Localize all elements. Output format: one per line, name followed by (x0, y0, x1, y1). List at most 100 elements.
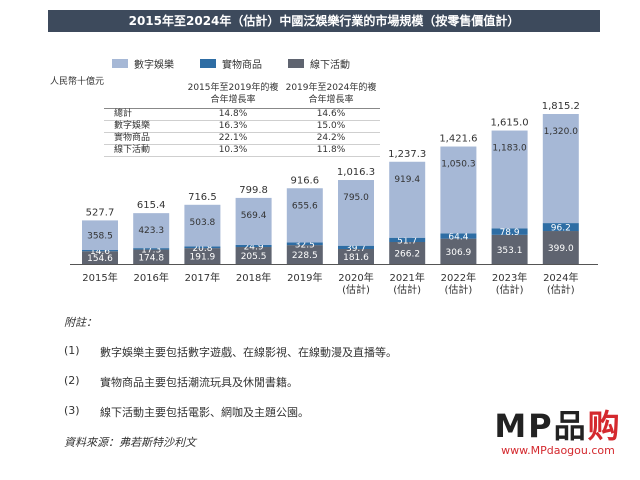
cagr-row: 數字娛樂 16.3% 15.0% (104, 120, 380, 133)
x-tick-label: 2019年 (287, 271, 322, 284)
note-item: (1) 數字娛樂主要包括數字遊戲、在線影視、在線動漫及直播等。 (64, 344, 584, 360)
total-label: 615.4 (137, 200, 166, 211)
watermark-logo: MP品购 (488, 408, 628, 444)
watermark: MP品购 www.MPdaogou.com (488, 408, 628, 457)
data-label: 174.8 (138, 253, 164, 263)
total-label: 799.8 (239, 185, 268, 196)
bar-segment (184, 246, 221, 249)
data-label: 51.7 (397, 236, 417, 246)
bar-segment (133, 248, 170, 250)
notes-heading: 附註： (64, 316, 97, 329)
cagr-header-2019-2024: 2019年至2024年的複合年增長率 (282, 80, 380, 109)
data-label: 181.6 (343, 253, 369, 263)
data-label: 795.0 (343, 193, 369, 203)
data-label: 569.4 (241, 211, 267, 221)
bar-segment (133, 249, 170, 264)
bar-segment (440, 233, 477, 239)
data-label: 655.6 (292, 201, 318, 211)
data-label: 503.8 (190, 218, 216, 228)
legend-swatch (200, 59, 216, 68)
cagr-value: 15.0% (282, 120, 380, 133)
cagr-row-label: 數字娛樂 (104, 120, 184, 133)
bar-segment (82, 250, 118, 252)
total-label: 1,815.2 (542, 101, 580, 112)
legend-label: 實物商品 (222, 60, 262, 71)
cagr-value: 22.1% (184, 132, 282, 145)
legend-item-physical: 實物商品 (200, 56, 262, 71)
note-text: 數字娛樂主要包括數字遊戲、在線影視、在線動漫及直播等。 (100, 346, 397, 359)
bar-segment (338, 248, 374, 264)
data-label: 1,320.0 (544, 127, 579, 137)
bar-segment (542, 223, 579, 232)
legend-item-digital: 數字娛樂 (112, 56, 174, 71)
bar-segment (491, 234, 528, 264)
bar-segment (286, 188, 323, 243)
unit-label: 人民幣十億元 (50, 77, 105, 87)
x-tick-label: (估計) (547, 283, 575, 296)
total-label: 1,615.0 (491, 118, 529, 129)
x-tick-label: 2018年 (236, 271, 271, 284)
x-tick-label: 2020年 (338, 271, 373, 284)
bar-segment (440, 146, 477, 234)
bar-segment (235, 197, 272, 245)
bar-segment (286, 245, 323, 264)
watermark-url: www.MPdaogou.com (501, 444, 615, 457)
x-tick-label: 2023年 (492, 271, 527, 284)
cagr-header-2015-2019: 2015年至2019年的複合年增長率 (184, 80, 282, 109)
cagr-header-empty (104, 80, 184, 109)
total-label: 527.7 (86, 207, 115, 218)
bar-segment (133, 213, 170, 249)
x-tick-label: 2015年 (82, 271, 117, 284)
cagr-value: 10.3% (184, 144, 282, 157)
x-tick-label: 2021年 (389, 271, 424, 284)
bar-segment (389, 237, 426, 243)
watermark-logo-part: 购 (587, 407, 622, 445)
cagr-value: 16.3% (184, 120, 282, 133)
bar-segment (491, 228, 528, 235)
legend-swatch (288, 59, 304, 68)
bar-segment (542, 114, 579, 224)
note-item: (2) 實物商品主要包括潮流玩具及休閒書籍。 (64, 374, 584, 390)
watermark-logo-part: 品 (553, 407, 588, 445)
cagr-value: 11.8% (282, 144, 380, 157)
data-label: 17.3 (141, 245, 161, 255)
x-tick-label: (估計) (342, 283, 370, 296)
data-label: 919.4 (394, 175, 420, 185)
note-number: (1) (64, 344, 80, 357)
stacked-bar-chart: 154.614.6 358.5 527.7 2015年 174.817.3 423.3 61… (70, 101, 598, 296)
data-label: 358.5 (87, 232, 113, 242)
data-label: 32.5 (295, 240, 315, 250)
x-tick-label: 2016年 (133, 271, 168, 284)
bar-segment (491, 130, 528, 229)
notes: 附註： (1) 數字娛樂主要包括數字遊戲、在線影視、在線動漫及直播等。 (2) … (64, 314, 584, 450)
cagr-row-label: 實物商品 (104, 132, 184, 145)
legend-label: 線下活動 (310, 60, 350, 71)
data-label: 191.9 (190, 253, 216, 263)
bar-segment (542, 231, 579, 264)
data-label: 39.7 (346, 244, 366, 254)
bar-segment (184, 204, 221, 247)
total-label: 716.5 (188, 192, 217, 203)
cagr-row-label: 總計 (104, 108, 184, 121)
bar-segment (389, 242, 426, 264)
x-tick-label: 2022年 (441, 271, 476, 284)
cagr-table: 2015年至2019年的複合年增長率 2019年至2024年的複合年增長率 總計… (104, 80, 380, 157)
chart-title: 2015年至2024年（估計）中國泛娛樂行業的市場規模（按零售價值計） (48, 10, 600, 32)
note-text: 線下活動主要包括電影、網咖及主題公園。 (100, 406, 309, 419)
note-item: (3) 線下活動主要包括電影、網咖及主題公園。 (64, 404, 584, 420)
bar-segment (235, 244, 272, 248)
data-label: 266.2 (394, 250, 420, 260)
cagr-value: 24.2% (282, 132, 380, 145)
data-label: 399.0 (548, 244, 574, 254)
note-number: (3) (64, 404, 80, 417)
legend-item-offline: 線下活動 (288, 56, 350, 71)
cagr-row: 實物商品 22.1% 24.2% (104, 132, 380, 145)
total-label: 1,237.3 (388, 149, 426, 160)
data-label: 1,050.3 (441, 160, 475, 170)
bar-segment (286, 242, 323, 246)
data-label: 96.2 (551, 224, 571, 234)
watermark-logo-part: MP (494, 407, 554, 445)
total-label: 1,016.3 (337, 167, 375, 178)
x-tick-label: (估計) (393, 283, 421, 296)
source-note: 資料來源：弗若斯特沙利文 (64, 436, 196, 449)
